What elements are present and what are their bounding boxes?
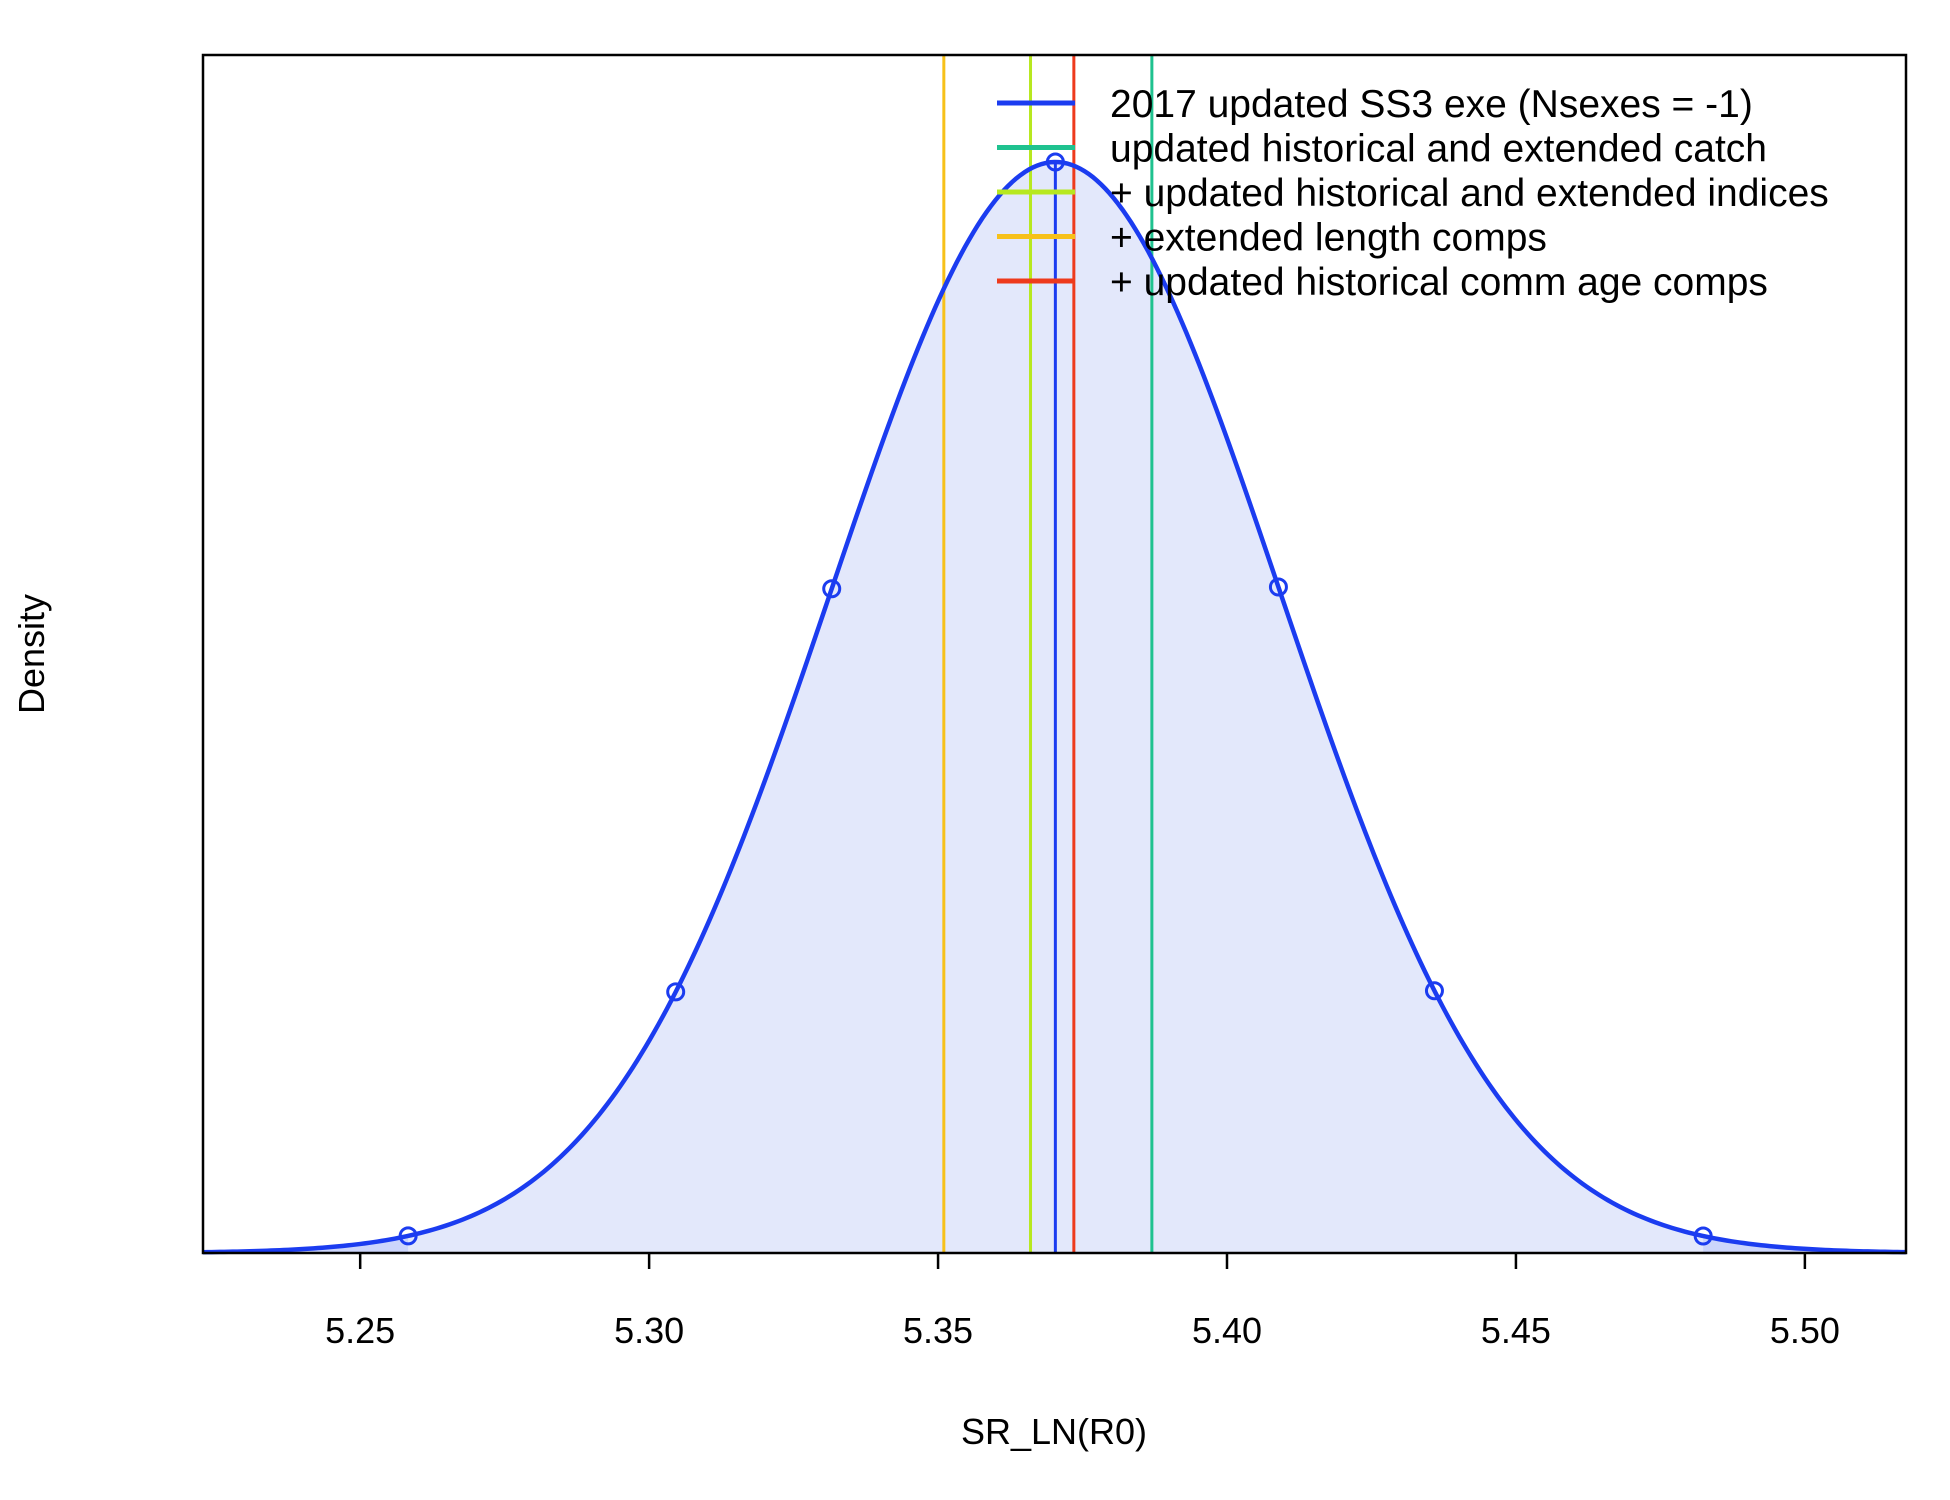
legend-label-3: + updated historical and extended indice… bbox=[1110, 172, 1829, 215]
plot-frame bbox=[201, 53, 1908, 1255]
density-marker-4 bbox=[1045, 152, 1065, 172]
x-tick-label-6: 5.50 bbox=[1770, 1310, 1840, 1351]
x-axis: 5.25 5.30 5.35 5.40 5.45 5.50 bbox=[325, 1253, 1840, 1351]
density-marker-5 bbox=[1268, 577, 1288, 597]
density-marker-2 bbox=[666, 982, 686, 1002]
density-curve bbox=[202, 159, 1907, 1255]
density-marker-7 bbox=[1693, 1226, 1713, 1246]
density-marker-1 bbox=[398, 1226, 418, 1246]
x-tick-label-1: 5.25 bbox=[325, 1310, 395, 1351]
legend-label-2: updated historical and extended catch bbox=[1110, 128, 1767, 171]
legend-label-5: + updated historical comm age comps bbox=[1110, 261, 1768, 304]
density-tail-right-fill bbox=[1703, 1236, 1906, 1253]
plot-area bbox=[202, 55, 1907, 1255]
legend-label-1: 2017 updated SS3 exe (Nsexes = -1) bbox=[1110, 83, 1753, 126]
x-tick-label-5: 5.45 bbox=[1481, 1310, 1551, 1351]
legend-label-4: + extended length comps bbox=[1110, 217, 1547, 260]
y-axis-label: Density bbox=[11, 594, 52, 714]
x-axis-label: SR_LN(R0) bbox=[961, 1411, 1147, 1452]
density-marker-6 bbox=[1424, 981, 1444, 1001]
density-marker-3 bbox=[822, 579, 842, 599]
x-tick-label-2: 5.30 bbox=[614, 1310, 684, 1351]
x-tick-label-4: 5.40 bbox=[1192, 1310, 1262, 1351]
legend: 2017 updated SS3 exe (Nsexes = -1)update… bbox=[997, 83, 1829, 304]
density-markers bbox=[398, 152, 1713, 1246]
density-tail-left-fill bbox=[203, 1235, 409, 1253]
x-tick-label-3: 5.35 bbox=[903, 1310, 973, 1351]
